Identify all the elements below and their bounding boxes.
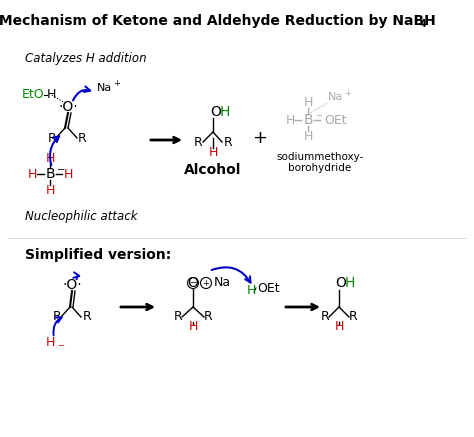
Text: H: H <box>303 129 313 142</box>
Text: O: O <box>210 105 221 119</box>
Text: R: R <box>348 311 357 323</box>
Text: R: R <box>47 132 56 145</box>
Text: −: − <box>315 111 322 121</box>
Text: H: H <box>188 320 198 333</box>
Text: EtO: EtO <box>22 89 45 101</box>
Text: H: H <box>285 114 295 126</box>
Text: Simplified version:: Simplified version: <box>25 248 171 262</box>
Text: Nucleophilic attack: Nucleophilic attack <box>25 210 137 223</box>
Text: sodiummethoxy-: sodiummethoxy- <box>276 152 364 162</box>
Text: R: R <box>78 132 86 145</box>
Text: −: − <box>57 341 64 350</box>
Text: B: B <box>45 167 55 181</box>
Text: +: + <box>113 80 120 89</box>
Text: −: − <box>57 165 65 175</box>
Text: R: R <box>193 135 202 149</box>
Text: H: H <box>208 146 218 159</box>
Text: Na: Na <box>214 277 231 289</box>
Text: H: H <box>303 97 313 110</box>
Text: R: R <box>82 311 91 323</box>
Text: B: B <box>303 113 313 127</box>
Text: Catalyzes H addition: Catalyzes H addition <box>25 52 146 65</box>
Text: OEt: OEt <box>257 281 280 295</box>
Text: R: R <box>224 135 232 149</box>
Text: H: H <box>247 284 256 296</box>
Text: ·O·: ·O· <box>62 278 82 292</box>
Text: H: H <box>220 105 230 119</box>
Text: Na: Na <box>97 83 112 93</box>
Text: H: H <box>334 320 344 333</box>
Text: −: − <box>190 278 197 288</box>
Text: R: R <box>204 311 212 323</box>
Text: +: + <box>344 89 351 97</box>
Text: borohydride: borohydride <box>288 163 352 173</box>
Text: O: O <box>187 276 198 290</box>
Text: ·O·: ·O· <box>58 100 78 114</box>
Text: R: R <box>320 311 329 323</box>
Text: OEt: OEt <box>324 114 346 126</box>
Text: O: O <box>335 276 346 290</box>
Text: +: + <box>253 129 267 147</box>
Text: +: + <box>202 278 210 288</box>
Text: H: H <box>47 89 56 101</box>
Text: 4: 4 <box>420 19 427 29</box>
Text: H: H <box>46 336 55 350</box>
Text: H: H <box>64 167 73 180</box>
Text: H: H <box>345 276 356 290</box>
Text: R: R <box>173 311 182 323</box>
Text: H: H <box>27 167 36 180</box>
Text: The Mechanism of Ketone and Aldehyde Reduction by NaBH: The Mechanism of Ketone and Aldehyde Red… <box>0 14 436 28</box>
Text: R: R <box>53 311 61 323</box>
Text: H: H <box>46 152 55 164</box>
Text: Na: Na <box>328 92 343 102</box>
Text: H: H <box>46 184 55 197</box>
Text: Alcohol: Alcohol <box>184 163 242 177</box>
